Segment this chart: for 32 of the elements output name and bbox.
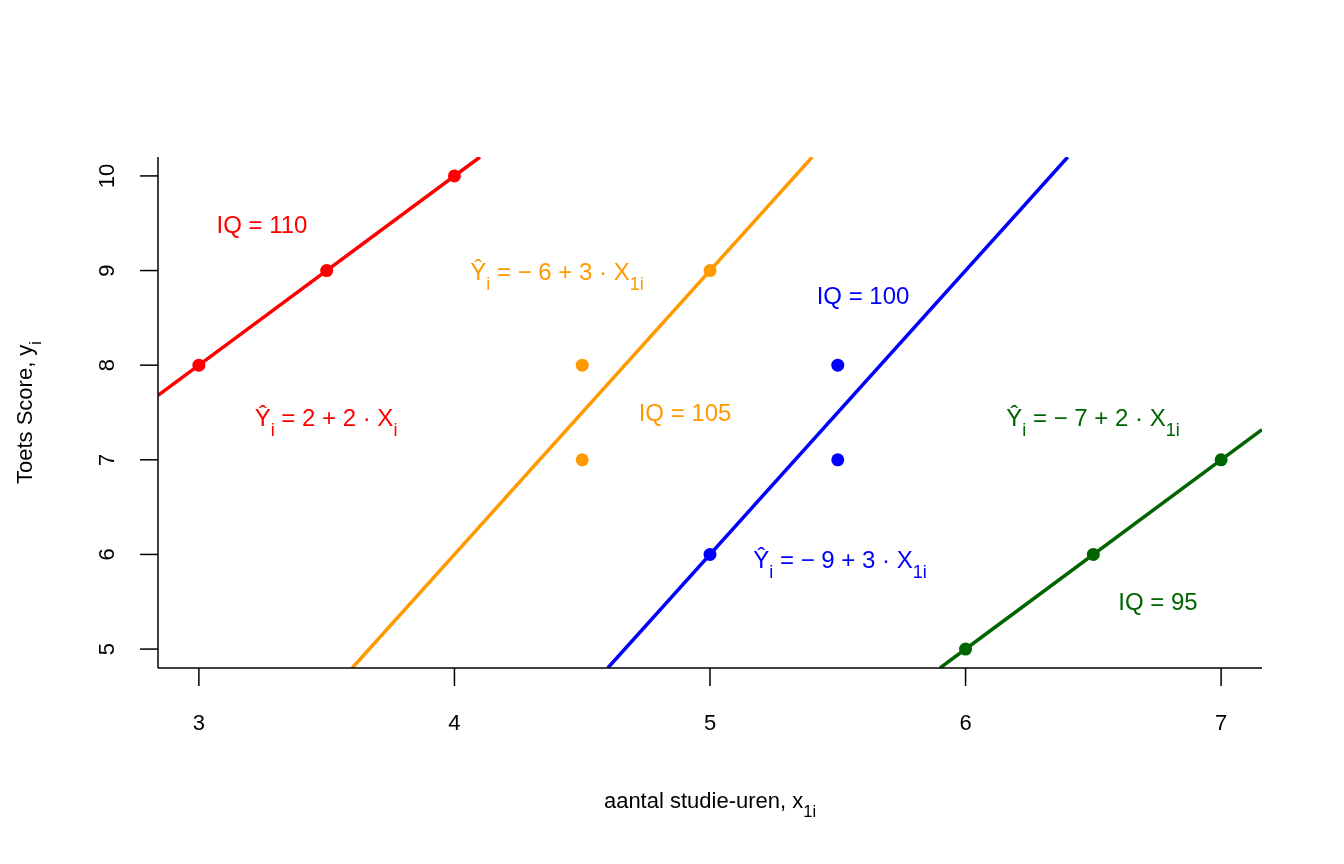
point — [1086, 547, 1100, 561]
x-tick-label: 4 — [448, 710, 461, 735]
point — [575, 358, 589, 372]
y-tick-label: 7 — [93, 453, 119, 466]
point — [575, 453, 589, 467]
y-tick-label: 8 — [93, 359, 119, 372]
annotation: IQ = 105 — [638, 399, 732, 427]
point — [703, 264, 717, 278]
annotation: IQ = 110 — [216, 211, 308, 239]
point — [959, 642, 973, 656]
point — [1214, 453, 1228, 467]
x-axis-title: aantal studie-uren, x$_{1i}$ — [603, 788, 817, 820]
x-tick-label: 3 — [192, 710, 206, 735]
annotation: Ŷ$_{i}$ = 2 + 2 · X$_{i}$ — [254, 404, 398, 441]
point — [831, 358, 845, 372]
x-tick-label: 5 — [703, 710, 717, 735]
annotation: Ŷ$_{i}$ = − 9 + 3 · X$_{1i}$ — [753, 546, 927, 583]
point — [447, 169, 461, 183]
x-tick-label: 7 — [1214, 710, 1228, 735]
point — [320, 264, 334, 278]
point — [192, 358, 206, 372]
point — [831, 453, 845, 467]
annotation: IQ = 100 — [816, 282, 910, 310]
annotation: IQ = 95 — [1118, 588, 1198, 616]
x-tick-label: 6 — [959, 710, 972, 735]
y-tick-label: 10 — [93, 163, 119, 189]
y-tick-label: 9 — [93, 264, 119, 277]
point — [703, 547, 717, 561]
y-tick-label: 6 — [93, 548, 119, 561]
y-tick-label: 5 — [93, 642, 119, 656]
annotation: Ŷ$_{i}$ = − 7 + 2 · X$_{1i}$ — [1006, 404, 1180, 441]
annotation: Ŷ$_{i}$ = − 6 + 3 · X$_{1i}$ — [470, 258, 644, 295]
